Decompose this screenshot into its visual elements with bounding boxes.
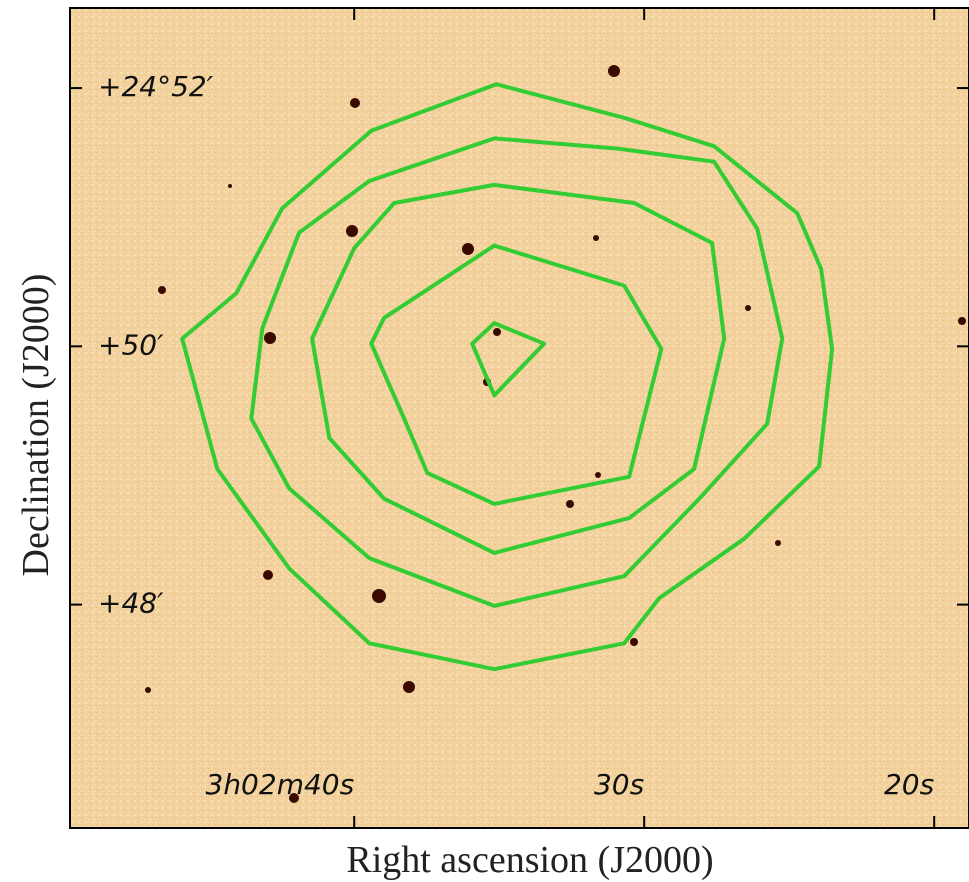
contour-line — [470, 321, 547, 398]
contour-line — [369, 243, 664, 506]
y-tick-label: +50′ — [98, 328, 164, 361]
stars — [145, 65, 966, 803]
sky-image — [70, 8, 969, 828]
contours — [180, 82, 835, 672]
x-tick-label: 30s — [594, 768, 644, 801]
y-tick-label: +24°52′ — [98, 70, 214, 103]
contour-line — [310, 182, 727, 555]
x-axis-label: Right ascension (J2000) — [346, 839, 713, 881]
x-tick-label: 20s — [884, 768, 934, 801]
plot-frame — [69, 7, 969, 829]
x-tick-label: 3h02m40s — [206, 768, 355, 801]
y-tick-label: +48′ — [98, 587, 164, 620]
contour-line — [249, 136, 785, 608]
contour-line — [180, 82, 835, 672]
y-axis-label: Declination (J2000) — [15, 274, 57, 577]
